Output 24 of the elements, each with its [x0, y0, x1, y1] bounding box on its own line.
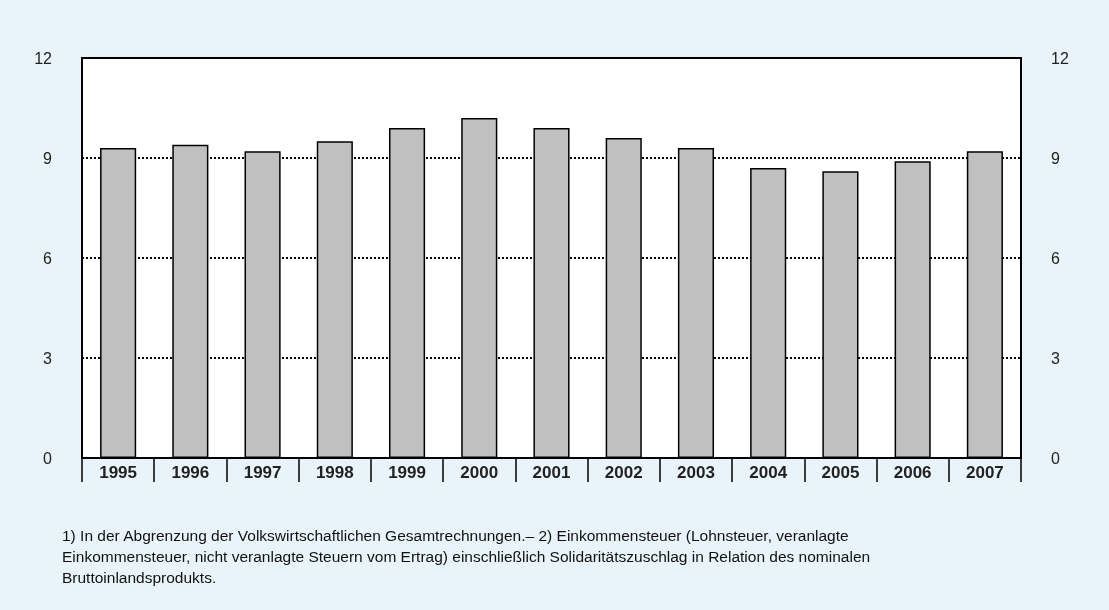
y-tick-label: 0: [43, 449, 53, 467]
y2-tick-label: 12: [1051, 49, 1069, 67]
x-tick-label: 2000: [460, 463, 499, 482]
y2-tick-label: 9: [1051, 149, 1060, 167]
x-tick-label: 2001: [532, 463, 571, 482]
x-tick-label: 1999: [388, 463, 426, 482]
x-tick-label: 2002: [604, 463, 643, 482]
x-tick-label: 1997: [243, 463, 282, 482]
x-tick-label: 2005: [821, 463, 860, 482]
y2-tick-label: 6: [1051, 249, 1060, 267]
x-tick-label: 1998: [315, 463, 354, 482]
y-tick-label: 3: [43, 349, 53, 367]
x-tick-label: 2003: [677, 463, 715, 482]
y-tick-label: 9: [43, 149, 53, 167]
text: 1) In der Abgrenzung der Volkswirtschaftlichen Gesamtrechnungen.– 2) Einkommensteuer (Lohnsteuer, veranlagte Einkommensteuer, nicht veranlagte Steuern vom Ertrag) einschließlich Solidaritätszuschlag in Relation des nominalen Bruttoinlandsprodukts.: [62, 526, 872, 588]
x-tick-label: 2006: [893, 463, 932, 482]
y2-tick-label: 3: [1051, 349, 1060, 367]
y-tick-label: 6: [43, 249, 53, 267]
x-tick-label: 1995: [99, 463, 138, 482]
y2-tick-label: 0: [1051, 449, 1060, 467]
x-tick-label: 1996: [171, 463, 210, 482]
y-tick-label: 12: [34, 49, 53, 67]
x-tick-label: 2007: [965, 463, 1004, 482]
x-tick-label: 2004: [749, 463, 788, 482]
